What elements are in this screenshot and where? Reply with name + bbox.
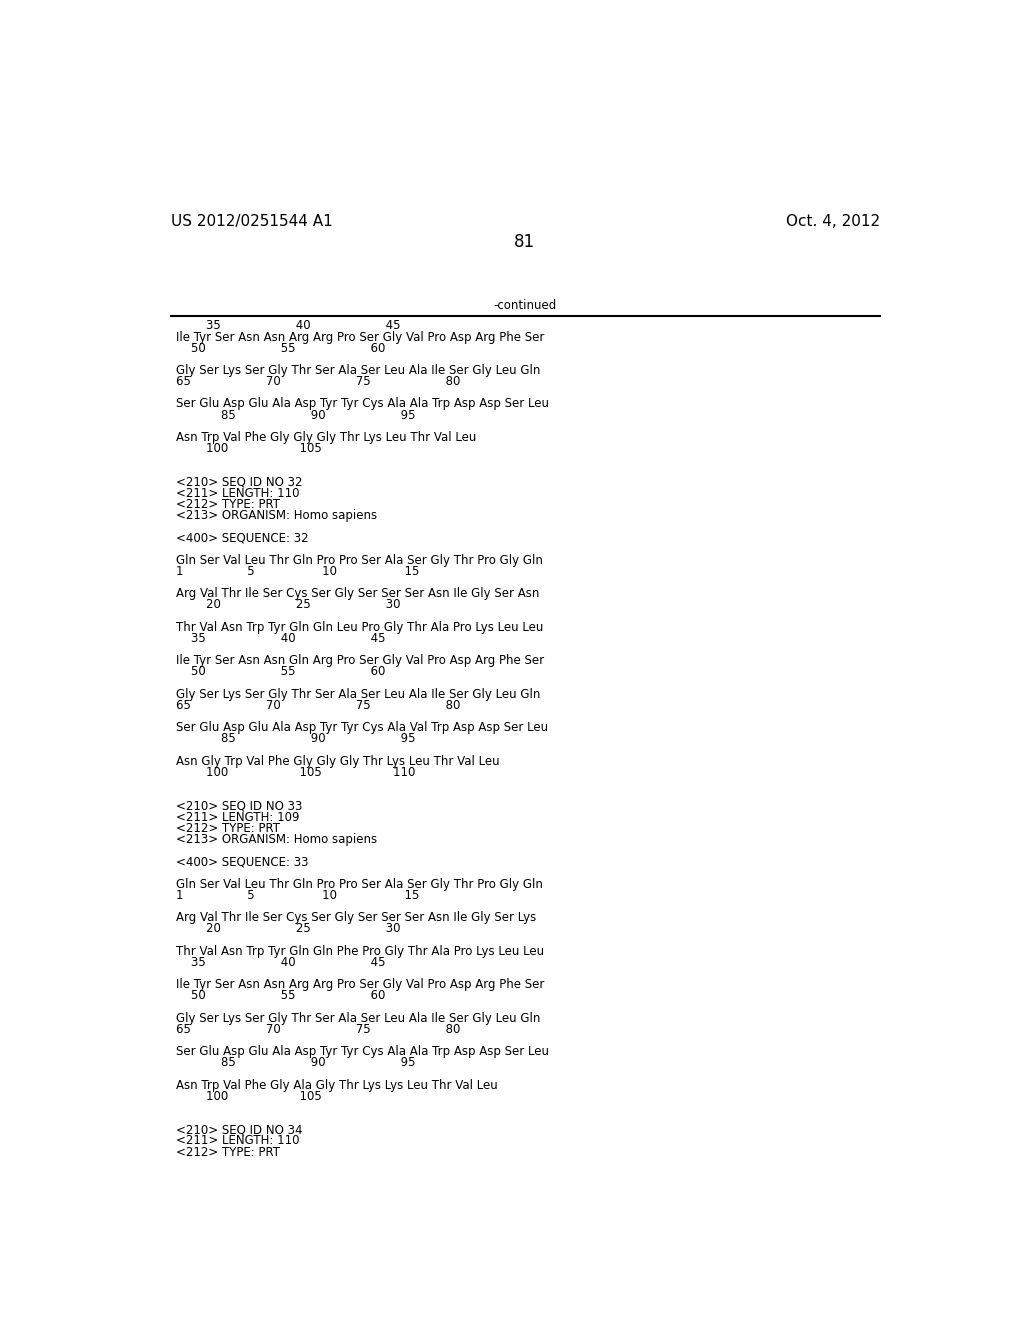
Text: <210> SEQ ID NO 33: <210> SEQ ID NO 33 (176, 800, 302, 812)
Text: 65                    70                    75                    80: 65 70 75 80 (176, 700, 461, 711)
Text: 20                    25                    30: 20 25 30 (176, 923, 400, 936)
Text: Arg Val Thr Ile Ser Cys Ser Gly Ser Ser Ser Asn Ile Gly Ser Asn: Arg Val Thr Ile Ser Cys Ser Gly Ser Ser … (176, 587, 540, 601)
Text: Ile Tyr Ser Asn Asn Arg Arg Pro Ser Gly Val Pro Asp Arg Phe Ser: Ile Tyr Ser Asn Asn Arg Arg Pro Ser Gly … (176, 978, 545, 991)
Text: Thr Val Asn Trp Tyr Gln Gln Leu Pro Gly Thr Ala Pro Lys Leu Leu: Thr Val Asn Trp Tyr Gln Gln Leu Pro Gly … (176, 620, 544, 634)
Text: Ser Glu Asp Glu Ala Asp Tyr Tyr Cys Ala Ala Trp Asp Asp Ser Leu: Ser Glu Asp Glu Ala Asp Tyr Tyr Cys Ala … (176, 1045, 549, 1059)
Text: 65                    70                    75                    80: 65 70 75 80 (176, 1023, 461, 1036)
Text: Asn Trp Val Phe Gly Gly Gly Thr Lys Leu Thr Val Leu: Asn Trp Val Phe Gly Gly Gly Thr Lys Leu … (176, 432, 476, 444)
Text: 35                    40                    45: 35 40 45 (176, 632, 386, 645)
Text: 50                    55                    60: 50 55 60 (176, 342, 385, 355)
Text: Ile Tyr Ser Asn Asn Arg Arg Pro Ser Gly Val Pro Asp Arg Phe Ser: Ile Tyr Ser Asn Asn Arg Arg Pro Ser Gly … (176, 330, 545, 343)
Text: US 2012/0251544 A1: US 2012/0251544 A1 (171, 214, 333, 230)
Text: <213> ORGANISM: Homo sapiens: <213> ORGANISM: Homo sapiens (176, 833, 377, 846)
Text: Gln Ser Val Leu Thr Gln Pro Pro Ser Ala Ser Gly Thr Pro Gly Gln: Gln Ser Val Leu Thr Gln Pro Pro Ser Ala … (176, 878, 543, 891)
Text: 85                    90                    95: 85 90 95 (176, 733, 416, 746)
Text: 1                 5                  10                  15: 1 5 10 15 (176, 565, 420, 578)
Text: <212> TYPE: PRT: <212> TYPE: PRT (176, 498, 280, 511)
Text: Oct. 4, 2012: Oct. 4, 2012 (785, 214, 880, 230)
Text: <213> ORGANISM: Homo sapiens: <213> ORGANISM: Homo sapiens (176, 510, 377, 523)
Text: Thr Val Asn Trp Tyr Gln Gln Phe Pro Gly Thr Ala Pro Lys Leu Leu: Thr Val Asn Trp Tyr Gln Gln Phe Pro Gly … (176, 945, 544, 957)
Text: <212> TYPE: PRT: <212> TYPE: PRT (176, 1146, 280, 1159)
Text: <210> SEQ ID NO 32: <210> SEQ ID NO 32 (176, 475, 302, 488)
Text: Asn Trp Val Phe Gly Ala Gly Thr Lys Lys Leu Thr Val Leu: Asn Trp Val Phe Gly Ala Gly Thr Lys Lys … (176, 1078, 498, 1092)
Text: <400> SEQUENCE: 32: <400> SEQUENCE: 32 (176, 532, 308, 544)
Text: 85                    90                    95: 85 90 95 (176, 409, 416, 421)
Text: Asn Gly Trp Val Phe Gly Gly Gly Thr Lys Leu Thr Val Leu: Asn Gly Trp Val Phe Gly Gly Gly Thr Lys … (176, 755, 500, 768)
Text: 35                    40                    45: 35 40 45 (176, 956, 386, 969)
Text: 85                    90                    95: 85 90 95 (176, 1056, 416, 1069)
Text: <400> SEQUENCE: 33: <400> SEQUENCE: 33 (176, 855, 308, 869)
Text: 100                   105: 100 105 (176, 1090, 322, 1102)
Text: 65                    70                    75                    80: 65 70 75 80 (176, 375, 461, 388)
Text: 100                   105: 100 105 (176, 442, 322, 455)
Text: Ser Glu Asp Glu Ala Asp Tyr Tyr Cys Ala Val Trp Asp Asp Ser Leu: Ser Glu Asp Glu Ala Asp Tyr Tyr Cys Ala … (176, 721, 548, 734)
Text: Gln Ser Val Leu Thr Gln Pro Pro Ser Ala Ser Gly Thr Pro Gly Gln: Gln Ser Val Leu Thr Gln Pro Pro Ser Ala … (176, 554, 543, 566)
Text: Arg Val Thr Ile Ser Cys Ser Gly Ser Ser Ser Asn Ile Gly Ser Lys: Arg Val Thr Ile Ser Cys Ser Gly Ser Ser … (176, 911, 537, 924)
Text: Gly Ser Lys Ser Gly Thr Ser Ala Ser Leu Ala Ile Ser Gly Leu Gln: Gly Ser Lys Ser Gly Thr Ser Ala Ser Leu … (176, 1011, 541, 1024)
Text: <210> SEQ ID NO 34: <210> SEQ ID NO 34 (176, 1123, 302, 1137)
Text: 50                    55                    60: 50 55 60 (176, 989, 385, 1002)
Text: Ile Tyr Ser Asn Asn Gln Arg Pro Ser Gly Val Pro Asp Arg Phe Ser: Ile Tyr Ser Asn Asn Gln Arg Pro Ser Gly … (176, 655, 544, 668)
Text: <211> LENGTH: 109: <211> LENGTH: 109 (176, 810, 300, 824)
Text: Gly Ser Lys Ser Gly Thr Ser Ala Ser Leu Ala Ile Ser Gly Leu Gln: Gly Ser Lys Ser Gly Thr Ser Ala Ser Leu … (176, 688, 541, 701)
Text: 35                    40                    45: 35 40 45 (176, 319, 400, 333)
Text: <212> TYPE: PRT: <212> TYPE: PRT (176, 822, 280, 834)
Text: <211> LENGTH: 110: <211> LENGTH: 110 (176, 487, 300, 500)
Text: 100                   105                   110: 100 105 110 (176, 766, 416, 779)
Text: -continued: -continued (494, 298, 556, 312)
Text: Ser Glu Asp Glu Ala Asp Tyr Tyr Cys Ala Ala Trp Asp Asp Ser Leu: Ser Glu Asp Glu Ala Asp Tyr Tyr Cys Ala … (176, 397, 549, 411)
Text: 81: 81 (514, 232, 536, 251)
Text: 20                    25                    30: 20 25 30 (176, 598, 400, 611)
Text: 50                    55                    60: 50 55 60 (176, 665, 385, 678)
Text: Gly Ser Lys Ser Gly Thr Ser Ala Ser Leu Ala Ile Ser Gly Leu Gln: Gly Ser Lys Ser Gly Thr Ser Ala Ser Leu … (176, 364, 541, 378)
Text: 1                 5                  10                  15: 1 5 10 15 (176, 888, 420, 902)
Text: <211> LENGTH: 110: <211> LENGTH: 110 (176, 1134, 300, 1147)
